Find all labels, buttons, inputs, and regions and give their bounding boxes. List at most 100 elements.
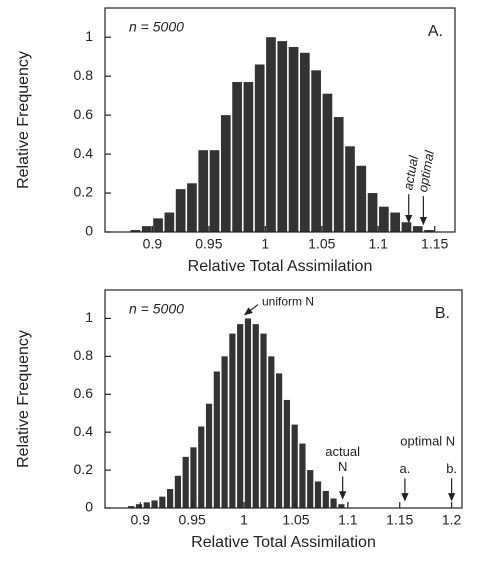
bar <box>130 230 141 232</box>
annotation-text: optimal <box>415 148 437 193</box>
bar <box>175 189 186 232</box>
bar <box>322 93 333 232</box>
x-tick-label: 1.2 <box>442 512 462 528</box>
bar <box>311 70 321 232</box>
sample-label: n = 5000 <box>129 301 184 317</box>
y-tick-label: 0 <box>85 499 93 515</box>
bar <box>268 356 275 508</box>
bar <box>275 373 283 508</box>
x-tick-label: 1.1 <box>338 512 358 528</box>
x-tick-label: 0.9 <box>131 512 151 528</box>
y-tick-label: 0.6 <box>74 385 94 401</box>
y-tick-label: 0 <box>85 223 93 239</box>
bar <box>356 165 367 232</box>
bar <box>174 475 181 508</box>
bar <box>229 333 236 508</box>
x-axis-label: Relative Total Assimilation <box>188 258 373 275</box>
bar <box>243 82 254 232</box>
bar <box>167 489 174 508</box>
y-axis-label: Relative Frequency <box>15 51 32 189</box>
x-tick-label: 0.9 <box>143 236 163 252</box>
bar <box>143 502 150 508</box>
plot-frame <box>104 289 463 509</box>
bar <box>220 115 231 232</box>
bar <box>283 399 290 508</box>
bar <box>299 443 306 508</box>
bar <box>314 481 322 508</box>
bar <box>141 226 152 232</box>
y-tick-label: 0.4 <box>74 145 94 161</box>
plot-frame <box>104 7 456 233</box>
bar <box>221 356 228 508</box>
y-tick-label: 0.6 <box>74 106 94 122</box>
y-tick-label: 0.8 <box>74 347 94 363</box>
annotation-text: optimal N <box>400 434 455 449</box>
bar <box>330 498 337 508</box>
sample-label: n = 5000 <box>129 19 184 35</box>
x-tick-label: 1 <box>261 236 269 252</box>
x-tick-label: 1.15 <box>386 512 413 528</box>
y-tick-label: 1 <box>85 28 93 44</box>
bar <box>288 46 299 233</box>
y-tick-label: 0.2 <box>74 184 94 200</box>
bar <box>198 426 205 508</box>
bar <box>244 318 252 508</box>
bar <box>232 82 242 232</box>
panel-label: A. <box>428 23 443 40</box>
y-tick-label: 0.2 <box>74 461 94 477</box>
bar <box>390 212 401 232</box>
bar <box>159 496 166 508</box>
bar <box>190 447 197 508</box>
x-tick-label: 1.15 <box>421 236 448 252</box>
y-axis-label: Relative Frequency <box>15 330 32 468</box>
bar <box>367 193 378 232</box>
bar <box>322 490 329 508</box>
bar <box>299 52 310 232</box>
annotation-text: uniform N <box>262 295 314 309</box>
bar <box>209 150 220 232</box>
annotation-arrow <box>244 304 259 316</box>
annotation-text: actual <box>325 444 360 459</box>
y-tick-label: 0.4 <box>74 423 94 439</box>
bar <box>213 371 220 508</box>
x-tick-label: 1 <box>240 512 248 528</box>
bar <box>151 500 158 508</box>
panel-label: B. <box>435 305 450 322</box>
bar <box>135 504 143 508</box>
bar <box>254 64 265 232</box>
x-tick-label: 0.95 <box>179 512 206 528</box>
x-tick-label: 1.1 <box>368 236 388 252</box>
x-tick-label: 0.95 <box>195 236 222 252</box>
bar <box>182 456 189 508</box>
bar <box>128 506 135 508</box>
bar <box>252 324 259 508</box>
bar <box>412 226 423 232</box>
bar <box>205 403 213 508</box>
bar <box>260 333 267 508</box>
annotation-text: b. <box>446 461 457 476</box>
bar <box>307 470 314 508</box>
bar <box>153 218 163 232</box>
annotation-text: N <box>338 459 347 474</box>
bar <box>379 206 389 232</box>
x-axis-label: Relative Total Assimilation <box>191 534 376 551</box>
bar <box>338 504 345 508</box>
bar <box>198 150 209 232</box>
x-tick-label: 1.05 <box>282 512 309 528</box>
bar <box>266 37 276 232</box>
bar <box>424 230 434 232</box>
y-tick-label: 1 <box>85 309 93 325</box>
annotation-text: a. <box>399 461 410 476</box>
annotation-text: actual <box>400 153 421 191</box>
bar <box>164 212 175 232</box>
bar <box>237 324 244 508</box>
bar <box>187 183 197 232</box>
y-tick-label: 0.8 <box>74 67 94 83</box>
bar <box>291 424 298 508</box>
bar <box>333 117 344 232</box>
bar <box>345 146 355 232</box>
bar <box>401 222 412 232</box>
bar <box>277 41 288 233</box>
x-tick-label: 1.05 <box>308 236 335 252</box>
